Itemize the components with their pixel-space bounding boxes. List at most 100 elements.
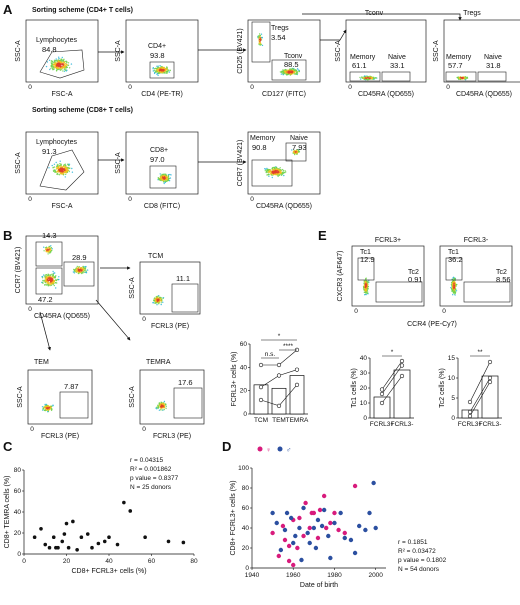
a7-cloud [157,173,172,185]
cell-event [49,284,51,287]
d-point-female [286,558,292,564]
d-ytick-label: 80 [242,485,250,492]
b-q-tem [35,267,63,295]
cell-event [64,60,67,63]
a4-naive-value: 33.1 [390,61,405,70]
a-plot-2-x-axis-label: CD4 (PE-TR) [141,91,183,98]
a-plot-2-zero-tick: 0 [128,84,132,91]
cell-event [163,173,165,175]
cell-event [51,274,53,276]
cell-event [451,289,454,292]
b-q-bl-value: 47.2 [38,295,53,304]
b-bar-ylabel: FCRL3+ cells (%) [231,351,238,406]
cell-event [44,275,46,277]
d-point-male [311,525,317,531]
d-ytick-label: 20 [242,545,250,552]
cd4-scheme-title: Sorting scheme (CD4+ T cells) [32,7,133,14]
a-plot-3-zero-tick: 0 [250,84,254,91]
d-point-female [297,515,302,521]
cell-event [291,73,293,75]
c-ylabel: CD8+ TEMRA cells (%) [4,476,11,549]
cell-event [77,266,80,269]
cell-event [57,173,59,176]
cell-event [47,274,50,276]
cell-event [464,77,466,79]
cell-event [373,76,375,79]
a-plot-4-y-axis-label: SSC-A [335,40,342,62]
b-q-tr-value: 28.9 [72,253,87,262]
b-tcm-cloud [152,295,165,306]
b-donor-point [258,362,264,368]
cell-event [65,173,67,176]
a8-naive-gate [285,142,307,162]
e-tc1-bar [373,396,391,419]
d-point-male [278,547,284,553]
a6-gate-value: 91.3 [42,147,57,156]
cell-event [53,279,55,282]
cell-event [270,174,273,176]
d-legend-male: ♂ [286,447,291,454]
cell-event [285,171,287,173]
d-point-female [321,493,327,499]
cell-event [272,166,274,169]
cell-event [455,290,458,292]
cell-event [279,167,281,169]
cell-event [278,174,281,176]
cell-event [284,170,286,172]
a-plot-4-x-axis-label: CD45RA (QD655) [358,91,414,98]
cell-event [56,167,59,170]
cell-event [49,276,51,279]
d-point-male [274,520,279,526]
cell-event [51,248,53,250]
e-minus-title: FCRL3- [464,237,489,244]
b-sig-4star: **** [283,343,294,350]
cell-event [454,294,456,296]
cell-event [57,63,60,65]
cell-event [163,400,166,403]
cell-event [85,272,88,274]
cell-event [280,73,283,75]
cell-event [284,172,286,174]
cell-event [63,58,65,60]
cell-event [53,66,55,68]
cell-event [45,403,47,406]
e-tc2-donor-line [469,377,491,413]
cell-event [42,279,44,282]
cell-event [367,285,370,288]
cell-event [57,166,60,168]
a-plot-5-y-axis-label: SSC-A [433,40,440,62]
cell-event [162,178,164,181]
cell-event [50,245,52,247]
cell-event [278,171,280,174]
cell-event [56,173,58,175]
cell-event [274,166,276,169]
a1-cloud [45,56,73,72]
b-tcm-x-axis-label: FCRL3 (PE) [151,323,189,330]
cell-event [365,290,367,292]
cell-event [49,283,52,285]
cell-event [292,71,294,73]
cell-event [453,282,455,285]
cell-event [59,59,61,62]
a1-gate-label: Lymphocytes [36,37,77,44]
cell-event [49,245,51,248]
d-point-male [301,505,306,511]
b-tcm-gate [171,283,199,313]
d-stat: R² = 0.03472 [398,548,436,555]
cell-event [55,161,57,164]
d-point-female [282,537,288,543]
a3-treg-gate [251,21,271,63]
cell-event [63,168,65,170]
cell-event [452,294,454,296]
c-point [166,539,171,544]
cell-event [159,69,162,71]
c-point [39,527,43,531]
cell-event [363,284,366,286]
d-point-male [284,510,290,516]
d-point-male [319,523,325,529]
cell-event [46,275,48,278]
cell-event [169,173,171,176]
cell-event [55,61,57,64]
panel-d-scatter: 1940 1960 1980 2000 0 20 40 60 80 100 Date of birt… [230,446,447,589]
a-plot-7-zero-tick: 0 [128,196,132,203]
